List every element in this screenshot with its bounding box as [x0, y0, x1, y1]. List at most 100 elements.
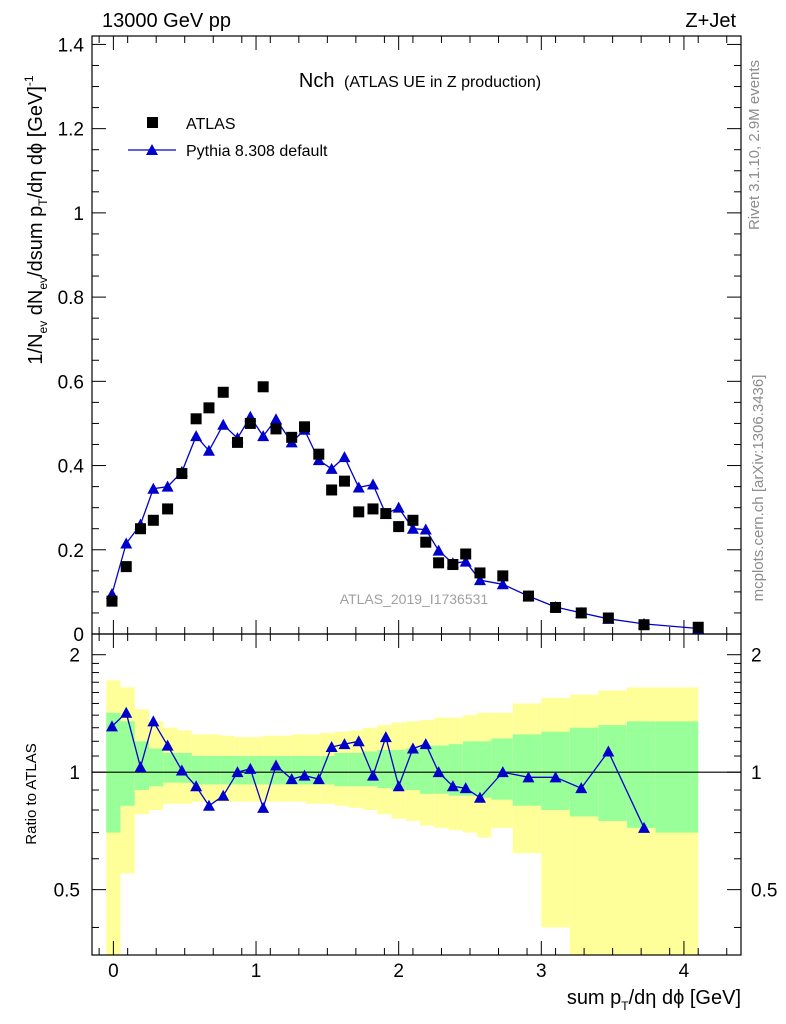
ratio-point: [366, 769, 379, 781]
x-axis-label: sum pT/dη dϕ [GeV]: [567, 987, 741, 1013]
header-right: Z+Jet: [685, 10, 736, 32]
band-inner-bin: [598, 725, 627, 821]
band-inner-bin: [420, 745, 435, 794]
atlas-point: [244, 417, 256, 429]
main-ytick-label: 0.8: [58, 288, 84, 309]
y-label-part: 1/N: [25, 333, 47, 364]
xtick-label: 2: [393, 961, 404, 982]
band-inner-bin: [348, 752, 364, 787]
y-label-sub: T: [36, 198, 50, 206]
band-inner-bin: [149, 748, 164, 787]
legend-data-label: ATLAS: [186, 116, 236, 133]
atlas-point: [474, 567, 486, 579]
band-inner-bin: [655, 721, 699, 833]
pythia-point: [147, 482, 160, 494]
y-label-sub: ev: [36, 277, 50, 290]
ratio-point: [175, 764, 188, 776]
band-inner-bin: [512, 734, 542, 806]
atlas-series: [106, 381, 704, 633]
ratio-point: [217, 789, 230, 801]
pythia-point: [432, 544, 445, 556]
band-inner-bin: [206, 756, 221, 785]
ratio-ytick-label-right: 2: [751, 646, 762, 667]
pythia-point: [459, 555, 472, 567]
band-inner-bin: [234, 756, 249, 785]
main-axis-ticks: 0 0.2 0.4 0.6 0.8 1 1.2 1.4: [58, 35, 741, 646]
legend-mc-marker: [146, 144, 158, 155]
analysis-watermark: ATLAS_2019_I1736531: [340, 591, 489, 607]
atlas-point: [638, 619, 650, 631]
pythia-point: [257, 430, 270, 442]
ratio-point: [496, 766, 509, 778]
atlas-point: [367, 503, 379, 515]
ratio-point: [161, 739, 174, 751]
ratio-point: [338, 738, 351, 750]
ratio-point: [202, 799, 215, 811]
rivet-label: Rivet 3.1.10, 2.9M events: [746, 60, 763, 230]
ratio-point: [638, 821, 651, 833]
pythia-point: [270, 413, 283, 425]
atlas-point: [203, 402, 215, 414]
band-inner-bin: [277, 756, 292, 785]
atlas-point: [147, 514, 159, 526]
y-axis-label-main: 1/Nev dNev/dsum pT/dη dϕ [GeV]-1: [22, 75, 50, 364]
atlas-point: [299, 421, 311, 433]
band-inner-bin: [334, 752, 349, 787]
main-ytick-label: 1: [73, 204, 84, 225]
ratio-point: [575, 782, 588, 794]
band-inner-bin: [377, 749, 392, 789]
pythia-point: [190, 430, 203, 442]
ratio-point: [549, 771, 562, 783]
xtick-label: 3: [536, 961, 547, 982]
atlas-point: [217, 386, 229, 398]
y-axis-label-ratio: Ratio to ATLAS: [23, 743, 40, 844]
pythia-point: [419, 523, 432, 535]
atlas-point: [497, 570, 509, 582]
y-label-sub: ev: [36, 321, 50, 334]
band-inner-bin: [462, 741, 478, 796]
ratio-point: [231, 766, 244, 778]
atlas-point: [602, 612, 614, 624]
x-label-part: sum p: [567, 987, 621, 1009]
main-ytick-label: 0: [73, 625, 84, 646]
ratio-point: [120, 706, 133, 718]
atlas-point: [257, 381, 269, 393]
atlas-point: [286, 431, 298, 443]
plot-title-main: Nch: [299, 70, 335, 92]
pythia-point: [496, 578, 509, 590]
atlas-point: [270, 423, 282, 435]
atlas-point: [550, 601, 562, 613]
y-label-part: /dsum p: [25, 206, 47, 277]
ratio-point: [522, 771, 535, 783]
pythia-point: [366, 478, 379, 490]
plot-title: Nch (ATLAS UE in Z production): [299, 70, 541, 92]
atlas-point: [447, 559, 459, 571]
atlas-point: [433, 557, 445, 569]
ratio-point: [379, 731, 392, 743]
ratio-point: [147, 715, 160, 727]
ratio-line: [111, 711, 645, 829]
band-inner-bin: [391, 749, 406, 791]
atlas-point: [231, 436, 243, 448]
atlas-point: [522, 590, 534, 602]
pythia-point: [325, 462, 338, 474]
ratio-series: [105, 706, 651, 833]
atlas-point: [326, 484, 338, 496]
plot-title-sub: (ATLAS UE in Z production): [344, 74, 541, 91]
legend-mc-label: Pythia 8.308 default: [186, 143, 328, 160]
ratio-point: [325, 741, 338, 753]
atlas-point: [575, 607, 587, 619]
main-ytick-label: 0.6: [58, 372, 84, 393]
y-label-sup: -1: [22, 75, 36, 86]
main-ytick-label: 0.4: [58, 457, 85, 478]
pythia-point: [338, 451, 351, 463]
ratio-point: [312, 773, 325, 785]
ratio-point: [190, 780, 203, 792]
pythia-point: [406, 522, 419, 534]
ratio-ytick-label: 2: [69, 646, 80, 667]
ratio-axis-ticks: 0.5 0.5 1 1 2 2 0 1 2 3 4: [54, 634, 777, 982]
pythia-point: [392, 501, 405, 513]
xtick-label: 4: [679, 961, 690, 982]
ratio-ytick-label-right: 0.5: [751, 881, 777, 902]
band-inner-bin: [320, 756, 335, 785]
